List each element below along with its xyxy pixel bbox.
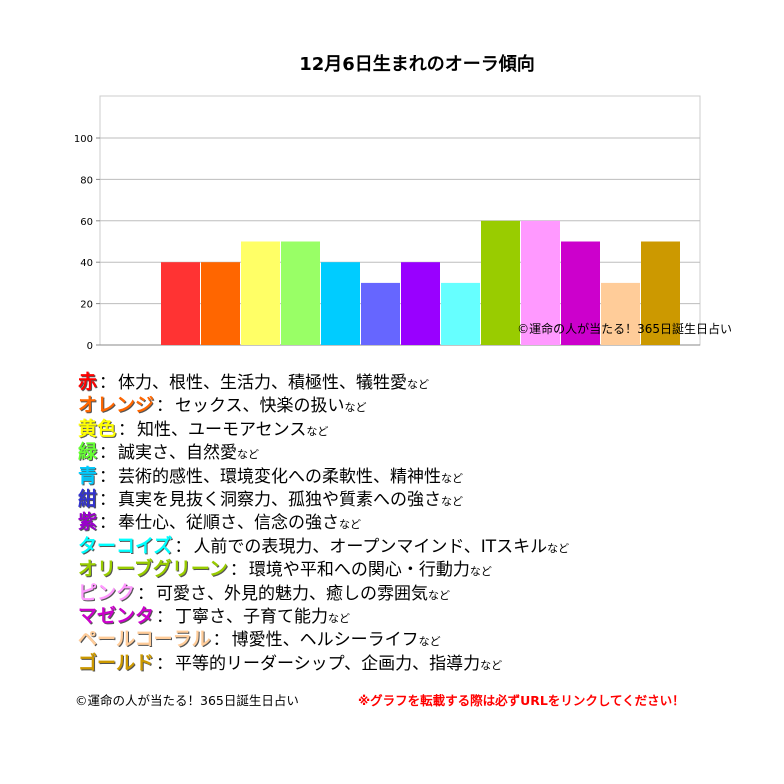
bar-3 [241,241,280,345]
legend-separator: ： [99,466,117,487]
legend-description: 環境や平和への関心・行動力 [248,560,470,581]
legend-row: オレンジ：セックス、快楽の扱いなど [78,394,778,417]
legend-suffix: など [306,424,329,438]
legend-suffix: など [428,588,451,602]
legend-color-name: 紫 [78,511,98,534]
bar-5 [321,262,360,345]
legend-color-name: オリーブグリーン [78,558,228,581]
legend-row: 紺：真実を見抜く洞察力、孤独や質素への強さなど [78,488,778,511]
legend-separator: ： [99,513,117,534]
legend-suffix: など [339,518,362,532]
legend-suffix: など [441,471,464,485]
legend-separator: ： [212,630,230,651]
legend-color-name: 緑 [78,441,98,464]
bar-10 [521,220,560,345]
bar-4 [281,241,320,345]
legend-separator: ： [99,443,117,464]
legend-row: 緑：誠実さ、自然愛など [78,441,778,464]
chart-title: 12月6日生まれのオーラ傾向 [299,54,535,75]
chart-watermark: ©運命の人が当たる！365日誕生日占い [517,321,732,336]
bar-chart: 0 20 40 60 80 100 ©運命の人が当たる！365日誕生日占い [74,95,732,352]
legend-separator: ： [118,419,136,440]
y-tick-label: 20 [80,300,93,311]
bar-12 [601,282,640,345]
legend-separator: ： [156,606,174,627]
legend-row: オリーブグリーン：環境や平和への関心・行動力など [78,558,778,581]
legend-color-name: ペールコーラル [78,628,211,651]
legend-description: 誠実さ、自然愛 [118,443,238,464]
legend-color-name: オレンジ [78,394,155,417]
bar-9 [481,220,520,345]
legend-suffix: など [407,378,430,391]
legend-description: 人前での表現力、オープンマインド、ITスキル [193,536,548,557]
legend-row: ターコイズ：人前での表現力、オープンマインド、ITスキルなど [78,535,778,558]
legend-description: セックス、快楽の扱い [175,396,345,417]
legend-color-name: ピンク [78,581,136,604]
legend-color-name: 紺 [78,487,98,510]
legend-description: 真実を見抜く洞察力、孤独や質素への強さ [118,489,442,510]
color-legend: 赤：体力、根性、生活力、積極性、犠牲愛など オレンジ：セックス、快楽の扱いなど 黄色… [78,371,778,675]
legend-row: 黄色：知性、ユーモアセンスなど [78,418,778,441]
legend-separator: ： [137,583,155,604]
legend-description: 博愛性、ヘルシーライフ [231,630,419,651]
y-tick-label: 100 [74,134,93,145]
legend-suffix: など [344,401,367,415]
legend-color-name: ターコイズ [78,534,173,557]
legend-color-name: 黄色 [78,417,117,440]
bar-7 [401,262,440,345]
legend-color-name: マゼンタ [78,604,155,627]
legend-row: 紫：奉仕心、従順さ、信念の強さなど [78,511,778,534]
legend-description: 丁寧さ、子育て能力 [175,606,329,627]
y-tick-label: 60 [80,217,93,228]
y-tick-label: 0 [87,341,93,352]
legend-description: 芸術的感性、環境変化への柔軟性、精神性 [118,466,442,487]
bar-2 [201,262,240,345]
legend-suffix: など [547,541,570,555]
bar-11 [561,241,600,345]
legend-suffix: など [480,658,503,672]
footer-warning: ※グラフを転載する際は必ずURLをリンクしてください！ [358,693,685,708]
legend-color-name: 青 [78,464,98,487]
footer-copyright: ©運命の人が当たる！365日誕生日占い [75,693,299,708]
legend-separator: ： [229,560,247,581]
legend-row: 赤：体力、根性、生活力、積極性、犠牲愛など [78,371,778,394]
legend-color-name: ゴールド [78,651,155,674]
bar-6 [361,282,400,345]
legend-separator: ： [156,396,174,417]
legend-separator: ： [99,489,117,510]
legend-row: ゴールド：平等的リーダーシップ、企画力、指導力など [78,652,778,675]
legend-separator: ： [174,536,192,557]
bar-8 [441,282,480,345]
legend-row: ペールコーラル：博愛性、ヘルシーライフなど [78,628,778,651]
legend-row: マゼンタ：丁寧さ、子育て能力など [78,605,778,628]
legend-row: ピンク：可愛さ、外見的魅力、癒しの雰囲気など [78,582,778,605]
legend-description: 奉仕心、従順さ、信念の強さ [118,513,340,534]
y-tick-label: 40 [80,258,93,269]
legend-separator: ： [156,653,174,674]
legend-suffix: など [418,635,441,649]
legend-description: 可愛さ、外見的魅力、癒しの雰囲気 [156,583,429,604]
legend-color-name: 赤 [78,371,98,393]
legend-suffix: など [469,565,492,579]
legend-suffix: など [441,494,464,508]
legend-suffix: など [328,611,351,625]
legend-row: 青：芸術的感性、環境変化への柔軟性、精神性など [78,465,778,488]
legend-description: 知性、ユーモアセンス [137,419,307,440]
bar-1 [161,262,200,345]
legend-description: 体力、根性、生活力、積極性、犠牲愛 [118,373,408,393]
y-tick-label: 80 [80,175,93,186]
legend-description: 平等的リーダーシップ、企画力、指導力 [175,653,481,674]
bar-13 [641,241,680,345]
legend-separator: ： [99,373,117,393]
legend-suffix: など [237,448,260,462]
